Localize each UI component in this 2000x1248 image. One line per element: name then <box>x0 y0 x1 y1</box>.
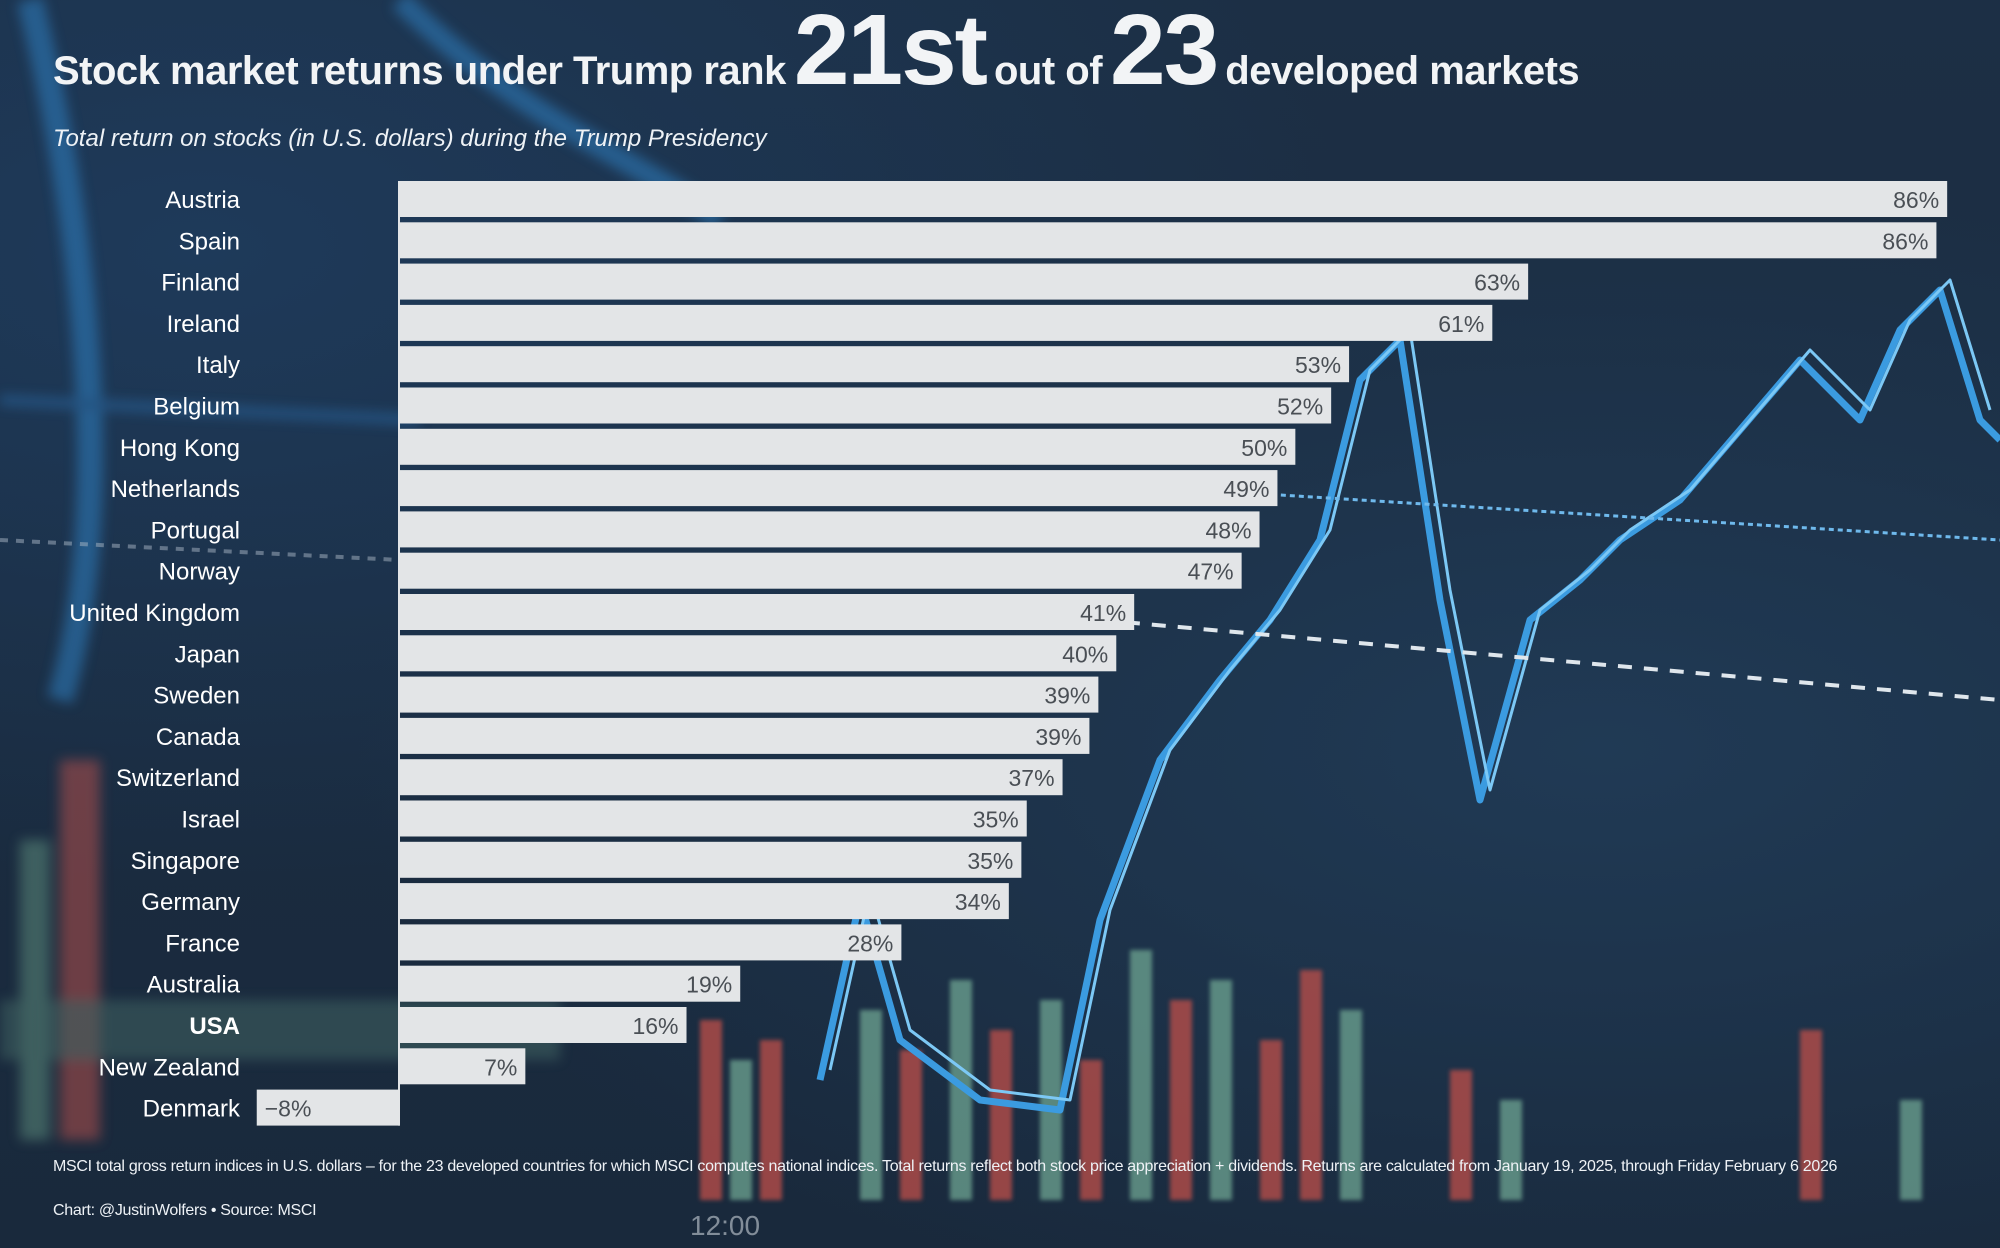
title-rank-suffix: st <box>901 0 988 106</box>
category-label: Norway <box>159 559 240 586</box>
value-label: 28% <box>847 930 893 956</box>
category-label: Ireland <box>167 311 240 338</box>
bar-united-kingdom <box>400 594 1135 630</box>
value-label: 34% <box>955 889 1001 915</box>
category-label: USA <box>189 1013 240 1040</box>
category-label: Sweden <box>153 683 240 710</box>
title-prefix: Stock market returns under Trump rank <box>53 49 786 93</box>
value-label: 19% <box>686 972 732 998</box>
chart-subtitle: Total return on stocks (in U.S. dollars)… <box>53 125 767 152</box>
bar-finland <box>400 263 1529 300</box>
value-label: 50% <box>1241 435 1287 461</box>
value-label: 52% <box>1277 394 1323 420</box>
title-middle: out of <box>993 49 1103 93</box>
value-label: 39% <box>1035 724 1081 750</box>
bar-sweden <box>400 676 1099 713</box>
category-label: Denmark <box>143 1096 241 1123</box>
category-label: New Zealand <box>99 1054 240 1081</box>
category-label: France <box>165 930 240 957</box>
bar-norway <box>400 552 1242 589</box>
category-label: Israel <box>181 807 240 834</box>
bar-australia <box>400 965 741 1002</box>
bar-japan <box>400 635 1117 672</box>
bar-portugal <box>400 511 1260 548</box>
bar-italy <box>400 346 1350 383</box>
category-label: Hong Kong <box>120 435 240 462</box>
category-label: Japan <box>175 641 240 668</box>
category-label: Austria <box>165 187 240 214</box>
category-label: Italy <box>196 352 240 379</box>
category-label: Netherlands <box>111 476 240 503</box>
category-label: Singapore <box>131 848 240 875</box>
category-label: Belgium <box>153 394 240 421</box>
bar-hong-kong <box>400 428 1296 465</box>
title-total: 23 <box>1110 0 1219 106</box>
value-label: 35% <box>973 807 1019 833</box>
value-label: −8% <box>265 1096 312 1122</box>
value-label: 49% <box>1223 476 1269 502</box>
title-suffix: developed markets <box>1225 49 1580 93</box>
chart-credit: Chart: @JustinWolfers • Source: MSCI <box>53 1202 317 1219</box>
title-rank-number: 21 <box>793 0 903 106</box>
category-label: Australia <box>147 972 241 999</box>
title-rank: 21st <box>794 0 988 100</box>
value-label: 35% <box>967 848 1013 874</box>
bar-spain <box>400 222 1937 259</box>
bar-germany <box>400 883 1009 920</box>
bars-layer: Austria 86% Spain 86% Finland 63% Ireland 61% It… <box>69 181 1948 1126</box>
category-label: Spain <box>179 228 240 255</box>
bar-usa <box>400 1007 687 1043</box>
value-label: 86% <box>1882 228 1928 254</box>
value-label: 16% <box>632 1013 678 1039</box>
category-label: Switzerland <box>116 765 240 792</box>
bar-belgium <box>400 387 1332 424</box>
value-label: 53% <box>1295 352 1341 378</box>
value-label: 48% <box>1205 517 1251 543</box>
bar-netherlands <box>400 470 1278 507</box>
footnote: MSCI total gross return indices in U.S. … <box>53 1158 1838 1175</box>
category-label: Germany <box>141 889 240 916</box>
value-label: 7% <box>484 1054 517 1080</box>
bar-denmark <box>256 1089 400 1126</box>
chart-title: Stock market returns under Trump rank 21… <box>53 0 1580 106</box>
bar-israel <box>400 800 1027 837</box>
svg-text:12:00: 12:00 <box>690 1210 760 1241</box>
value-label: 63% <box>1474 270 1520 296</box>
value-label: 41% <box>1080 600 1126 626</box>
value-label: 37% <box>1009 765 1055 791</box>
category-label: Finland <box>161 270 240 297</box>
bar-new-zealand <box>400 1048 526 1085</box>
bar-switzerland <box>400 759 1063 796</box>
bar-singapore <box>400 841 1022 878</box>
category-label: United Kingdom <box>69 600 240 627</box>
bar-austria <box>400 181 1948 217</box>
value-label: 40% <box>1062 641 1108 667</box>
value-label: 86% <box>1893 187 1939 213</box>
category-label: Canada <box>156 724 241 751</box>
bar-france <box>400 924 902 961</box>
value-label: 61% <box>1438 311 1484 337</box>
bar-canada <box>400 717 1090 754</box>
bar-ireland <box>400 304 1493 341</box>
category-label: Portugal <box>151 517 240 544</box>
value-label: 39% <box>1044 683 1090 709</box>
value-label: 47% <box>1188 559 1234 585</box>
